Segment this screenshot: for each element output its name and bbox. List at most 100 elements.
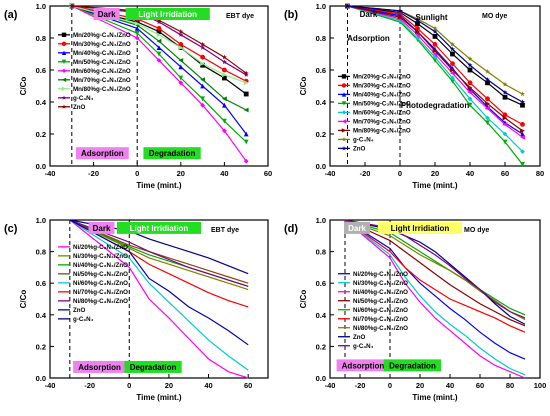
phase-label: Degradation: [124, 360, 182, 373]
chart-panel-c: -40 -20 0 20 40 60 0.0 0.2 0.4 0.6 0.8 1.0 Time (min…: [4, 216, 269, 402]
data-point: [467, 90, 473, 95]
data-point: [156, 17, 162, 23]
legend-entry: Mn/70%g-C₃N₄/ZnO: [58, 77, 131, 84]
data-point: [467, 62, 473, 68]
legend-entry: Mn/20%g-C₃N₄/ZnO: [58, 32, 131, 39]
x-tick-label: 40: [204, 381, 212, 390]
phase-label: Light Irridiation: [116, 221, 202, 234]
data-point: [467, 96, 473, 102]
y-tick-label: 0.2: [316, 130, 326, 139]
data-point: [134, 26, 140, 31]
plot-frame: [329, 219, 541, 379]
legend-marker: [61, 59, 67, 64]
phase-label-text: Light Irridiation: [138, 10, 197, 19]
data-point: [243, 131, 249, 137]
x-tick-label: 80: [506, 381, 514, 390]
phase-label-bg: [116, 221, 202, 234]
data-point: [485, 106, 490, 111]
x-axis-label: Time (mint.): [412, 393, 458, 402]
data-point: [502, 89, 508, 95]
chart-panel-d: -40 -20 0 20 40 60 80 100 0.0 0.2 0.4 0.6 0.8 1.0 Time…: [284, 216, 546, 402]
data-point: [467, 56, 473, 61]
phase-label-bg: [124, 360, 182, 373]
legend-entry: ZnO: [338, 334, 366, 341]
data-point: [222, 72, 227, 78]
x-tick-label: -20: [88, 169, 99, 178]
data-point: [243, 158, 249, 164]
x-tick-label: 20: [165, 381, 173, 390]
x-tick-label: -20: [360, 169, 371, 178]
series-5: [344, 219, 526, 333]
data-point: [200, 102, 205, 108]
data-point: [467, 102, 473, 108]
phase-label-text: Light Irridiation: [130, 224, 189, 233]
y-tick-label: 0.0: [36, 162, 46, 171]
data-point: [502, 112, 508, 118]
data-point: [200, 96, 205, 102]
data-point: [432, 42, 438, 47]
legend-label: Ni/70%g-C₃N₄/ZnO: [73, 289, 128, 296]
data-point: [178, 45, 184, 50]
data-point: [222, 102, 227, 108]
legend-entry: Mn/60%g-C₃N₄/ZnO: [58, 68, 131, 75]
series-line: [344, 219, 526, 333]
y-tick-label: 0.2: [36, 130, 46, 139]
series-line: [344, 219, 526, 327]
data-point: [397, 8, 403, 13]
phase-label-text: Sunlight: [416, 13, 448, 22]
data-point: [432, 54, 438, 60]
data-point: [156, 19, 162, 25]
phase-label-bg: [73, 360, 126, 373]
phase-label: Degradation: [143, 147, 201, 160]
x-tick-label: 40: [446, 381, 454, 390]
legend-label: Mn/80%g-C₃N₄/ZnO: [353, 128, 411, 135]
series-line: [69, 219, 249, 371]
y-tick-label: 1.0: [316, 2, 326, 11]
legend-label: Ni/80%g-C₃N₄/ZnO: [73, 298, 128, 305]
legend-entry: g-C₄N₄: [338, 137, 374, 144]
series-line: [69, 219, 249, 291]
data-point: [222, 118, 227, 124]
legend-label: Ni/50%g-C₃N₄/ZnO: [353, 298, 408, 305]
data-point: [243, 107, 249, 113]
legend-label: Ni/30%g-C₃N₄/ZnO: [353, 280, 408, 287]
y-axis-label: C/Co: [299, 77, 308, 96]
y-tick-label: 0.6: [316, 66, 326, 75]
dye-title: EBT dye: [211, 227, 239, 234]
phase-label: Adsorption: [75, 147, 129, 160]
legend-entry: Ni/30%g-C₃N₄/ZnO: [58, 253, 128, 260]
phase-label: Dark: [344, 221, 370, 234]
data-point: [450, 51, 455, 57]
data-point: [200, 54, 205, 60]
data-point: [200, 41, 206, 47]
phase-label-text: Degradation: [149, 149, 196, 158]
legend-label: Mn/40%g-C₃N₄/ZnO: [73, 50, 131, 57]
legend-entry: Mn/50%g-C₃N₄/ZnO: [58, 59, 131, 66]
legend-label: Ni/80%g-C₃N₄/ZnO: [353, 325, 408, 332]
plot-frame: [49, 219, 269, 379]
data-point: [432, 34, 438, 39]
y-tick-label: 0.4: [316, 311, 327, 320]
data-point: [449, 41, 456, 47]
legend-entry: Mn/40%g-C₃N₄/ZnO: [338, 92, 411, 99]
chart-panel-a: -40 -20 0 20 40 60 0.0 0.2 0.4 0.6 0.8 1.0 Time (min…: [4, 2, 272, 190]
data-point: [178, 80, 184, 86]
x-tick-label: 60: [501, 169, 509, 178]
legend-label: Ni/50%g-C₃N₄/ZnO: [73, 271, 128, 278]
phase-label-text: Adsorption: [78, 363, 121, 372]
legend-label: ZnO: [353, 334, 366, 341]
phase-label-text: Light Irridiation: [391, 224, 450, 233]
legend-label: Mn/50%g-C₃N₄/ZnO: [73, 59, 131, 66]
legend-label: Mn/70%g-C₃N₄/ZnO: [353, 119, 411, 126]
y-tick-label: 1.0: [36, 216, 46, 225]
legend-label: ZnO: [73, 104, 86, 111]
x-tick-label: -40: [45, 169, 56, 178]
series-line: [69, 219, 249, 308]
data-point: [344, 3, 351, 9]
phase-label: Light Irridiation: [125, 8, 210, 20]
phase-label: Light Irridiation: [377, 221, 463, 234]
legend-entry: Ni/50%g-C₃N₄/ZnO: [338, 298, 408, 305]
data-point: [222, 96, 227, 102]
legend-entry: Ni/30%g-C₃N₄/ZnO: [338, 280, 408, 287]
legend-marker: [61, 104, 67, 109]
